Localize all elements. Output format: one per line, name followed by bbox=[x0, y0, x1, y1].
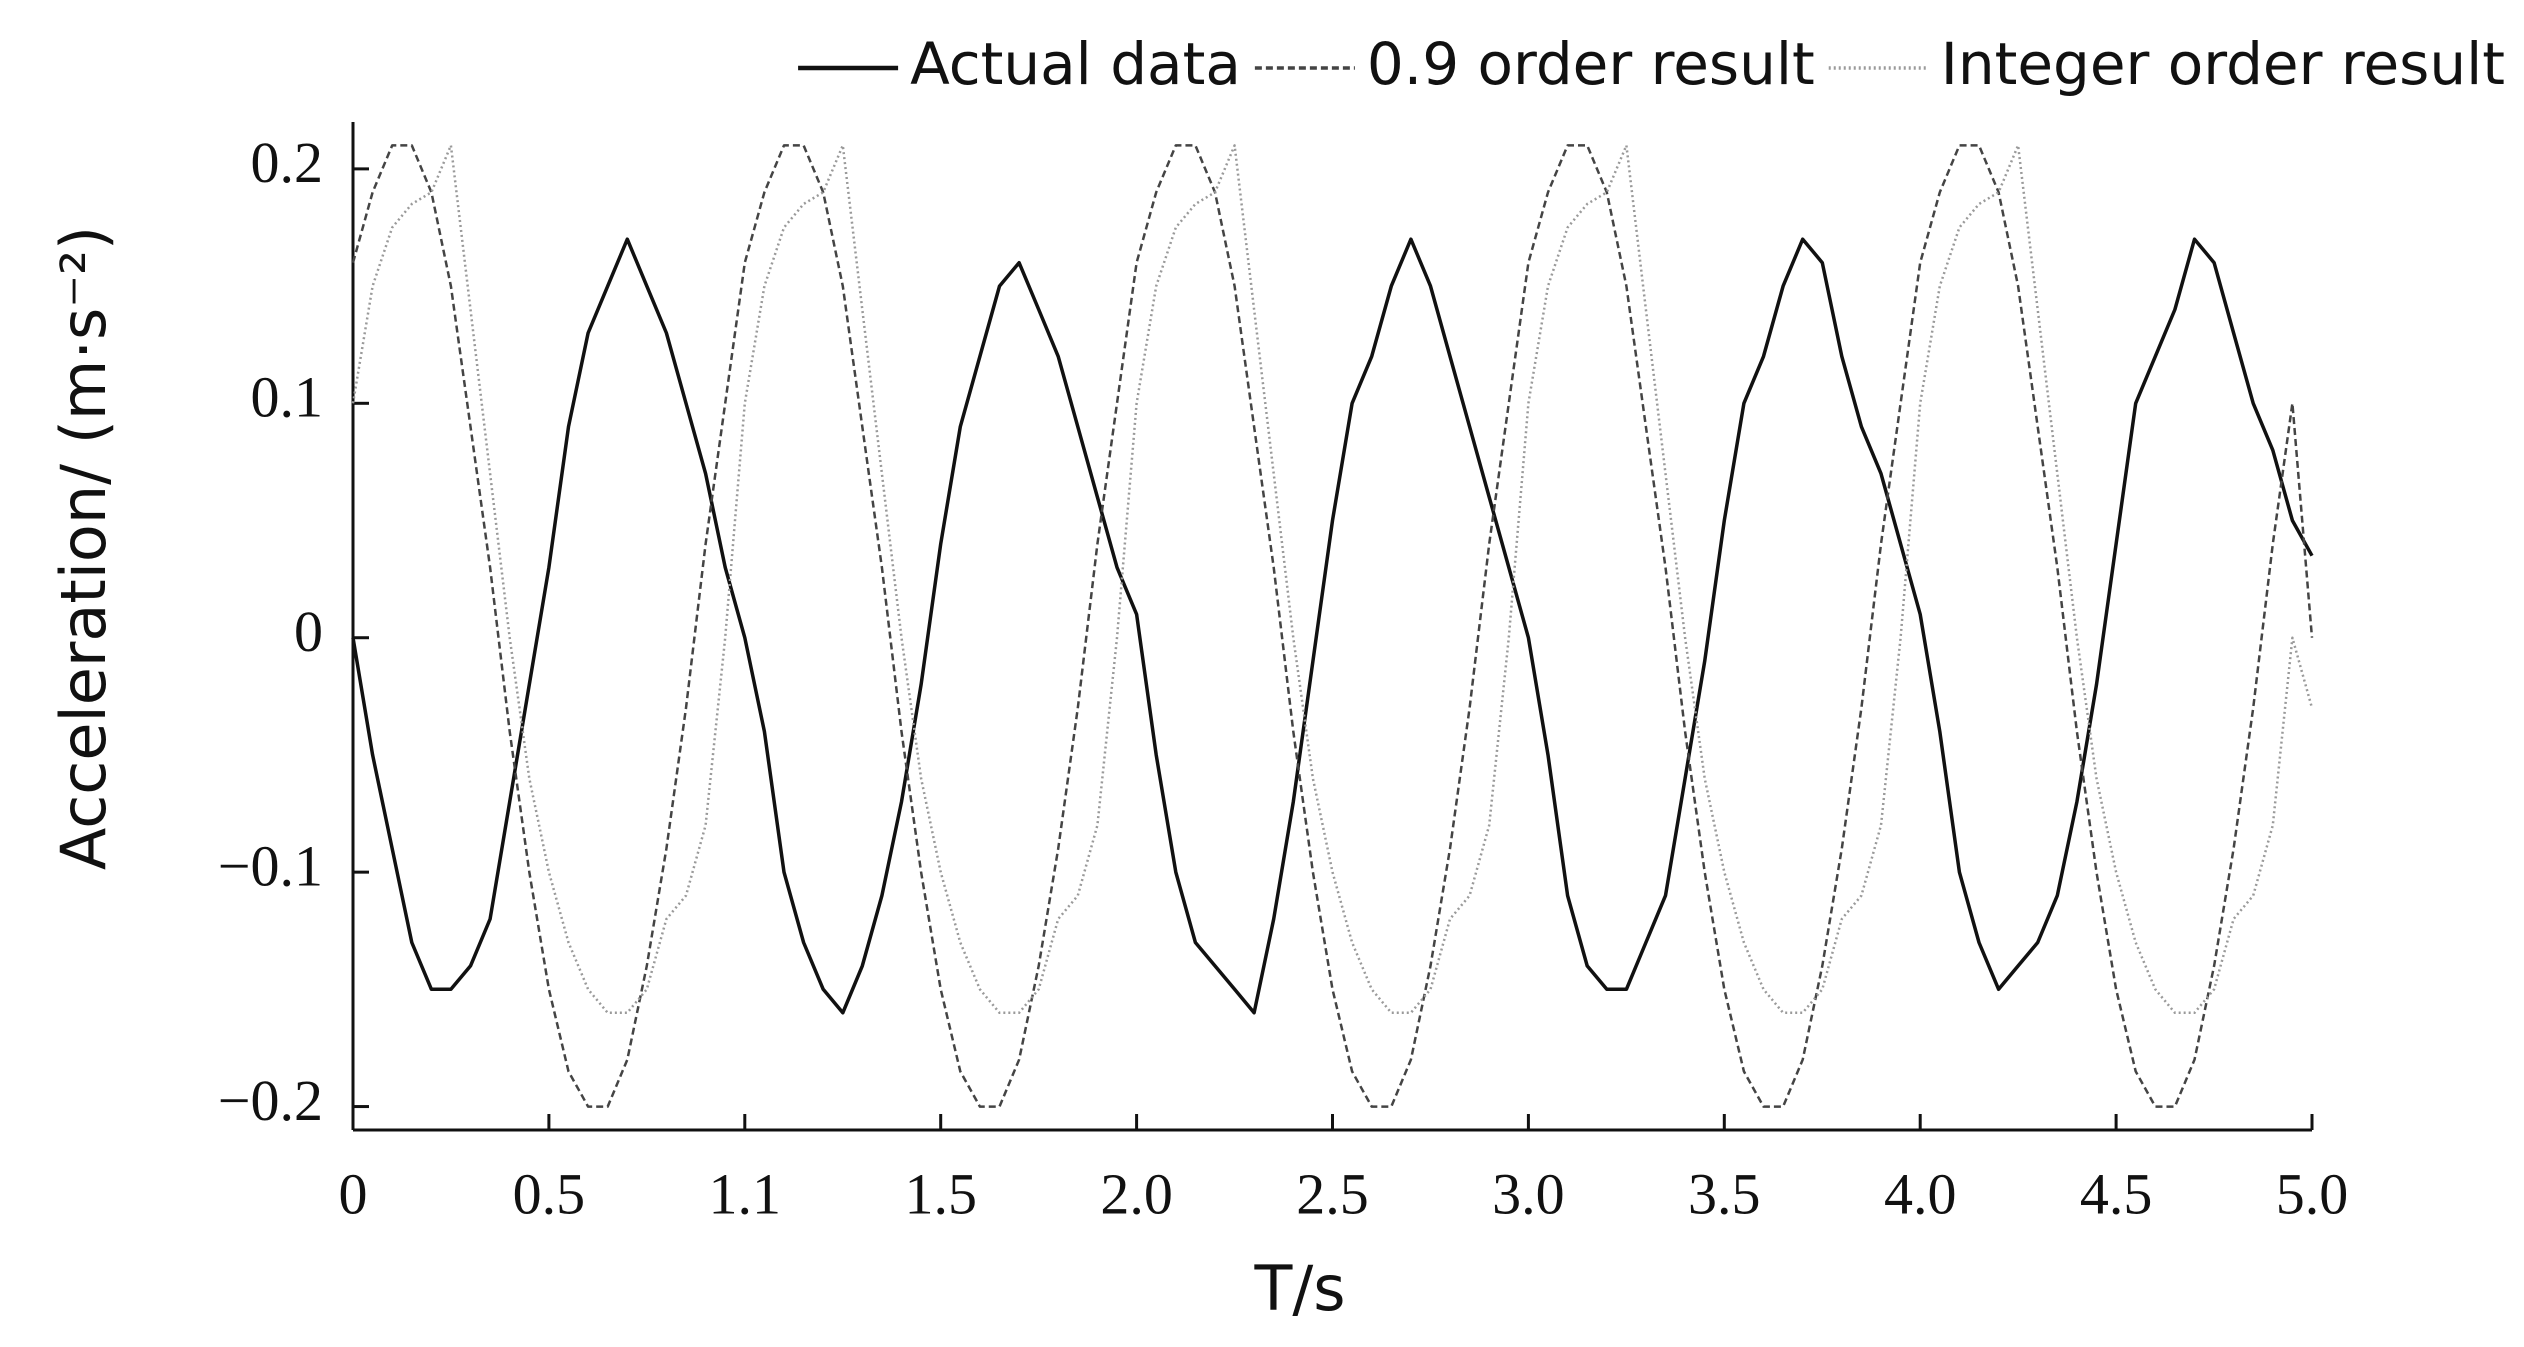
y-tick-label: 0.1 bbox=[251, 365, 324, 430]
x-tick-label: 4.0 bbox=[1884, 1161, 1957, 1226]
y-tick-label: −0.2 bbox=[218, 1068, 323, 1133]
x-tick-label: 3.5 bbox=[1688, 1161, 1761, 1226]
series-line bbox=[351, 144, 2314, 1108]
series-line bbox=[351, 237, 2314, 1015]
x-tick-label: 1.1 bbox=[709, 1161, 782, 1226]
series-line bbox=[351, 144, 2314, 1015]
x-tick-label: 2.0 bbox=[1100, 1161, 1173, 1226]
x-tick-label: 5.0 bbox=[2276, 1161, 2349, 1226]
legend-label: Integer order result bbox=[1941, 30, 2505, 98]
x-tick-label: 2.5 bbox=[1296, 1161, 1369, 1226]
legend-label: Actual data bbox=[910, 30, 1241, 98]
x-tick-label: 3.0 bbox=[1492, 1161, 1565, 1226]
y-tick-label: 0 bbox=[294, 599, 323, 664]
y-tick-label: −0.1 bbox=[218, 833, 323, 898]
x-tick-label: 0.5 bbox=[513, 1161, 586, 1226]
x-tick-label: 0 bbox=[339, 1161, 368, 1226]
x-tick-label: 1.5 bbox=[904, 1161, 977, 1226]
x-axis-label: T/s bbox=[1253, 1252, 1345, 1325]
x-tick-label: 4.5 bbox=[2080, 1161, 2153, 1226]
legend-label: 0.9 order result bbox=[1367, 30, 1815, 98]
y-tick-label: 0.2 bbox=[251, 130, 324, 195]
y-axis-label: Acceleration/ (m·s⁻²) bbox=[47, 226, 120, 870]
